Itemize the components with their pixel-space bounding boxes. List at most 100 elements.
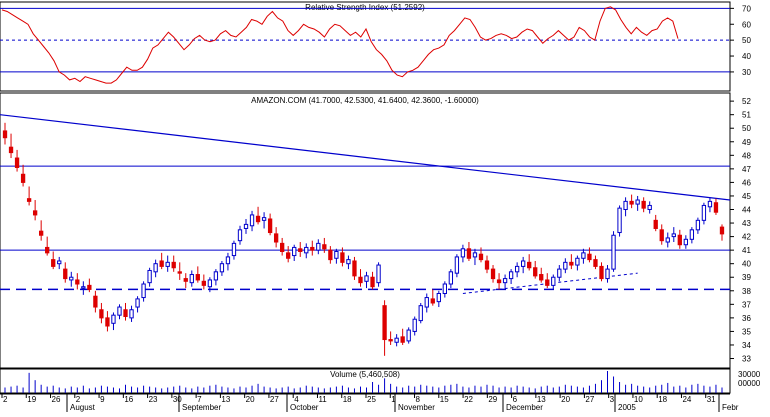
candle-body <box>292 246 297 257</box>
candlestick <box>400 328 405 345</box>
candle-body <box>406 329 411 342</box>
x-day-tick-label: 18 <box>658 395 667 404</box>
candle-body <box>352 260 357 277</box>
x-day-tick-label: 1 <box>391 395 396 404</box>
candle-body <box>454 256 460 274</box>
rsi-y-tick-label: 50 <box>742 36 751 45</box>
candlestick <box>695 217 701 234</box>
x-day-tick-label: 26 <box>52 395 61 404</box>
candle-body <box>677 234 682 246</box>
x-month-label: August <box>70 403 96 412</box>
candlestick <box>563 258 568 274</box>
candlestick <box>599 262 604 282</box>
candlestick <box>328 246 333 264</box>
x-month-label: October <box>290 403 319 412</box>
candlestick <box>382 300 387 356</box>
candle-body <box>496 279 502 284</box>
candlestick <box>171 255 176 272</box>
candle-body <box>533 267 538 277</box>
candlestick <box>255 206 261 225</box>
candle-body <box>665 237 670 243</box>
rsi-panel-frame <box>0 1 731 92</box>
candlestick <box>508 269 514 285</box>
candle-body <box>201 280 206 286</box>
candle-body <box>141 283 146 299</box>
candlestick <box>183 273 188 289</box>
candlestick <box>611 231 616 272</box>
candle-body <box>539 274 544 281</box>
candlestick <box>2 122 8 145</box>
rsi-y-tick-label: 30 <box>742 68 751 77</box>
rsi-series-line <box>1 6 679 84</box>
candlestick <box>514 262 520 278</box>
candlestick <box>587 247 592 263</box>
candlestick <box>14 149 20 172</box>
price-y-tick-label: 36 <box>742 314 751 323</box>
candlestick <box>689 227 695 244</box>
x-day-tick-label: 2 <box>3 395 8 404</box>
candle-body <box>153 263 158 273</box>
candle-body <box>195 274 200 281</box>
candle-body <box>243 223 249 229</box>
candle-body <box>575 257 580 266</box>
x-axis: 2 19 26 2 9 16 23 30 7 13 20 27 4 11 18 25 1 8 15 22 29 6 13 20… <box>0 393 739 412</box>
candlestick <box>683 235 688 249</box>
x-day-tick-label: 10 <box>634 395 643 404</box>
volume-panel-frame <box>0 368 731 394</box>
candlestick <box>243 218 249 234</box>
candlestick <box>153 259 158 278</box>
candlestick <box>496 273 502 290</box>
x-day-tick-label: 25 <box>367 395 376 404</box>
candlestick <box>51 251 56 270</box>
x-day-tick-label: 9 <box>100 395 105 404</box>
price-y-tick-label: 38 <box>742 287 751 296</box>
candlestick <box>195 266 200 283</box>
candlestick <box>569 254 574 270</box>
candle-body <box>105 317 110 327</box>
candle-body <box>695 219 701 231</box>
candlestick <box>99 302 104 324</box>
candle-body <box>135 298 140 308</box>
price-y-tick-label: 34 <box>742 341 751 350</box>
candlestick <box>280 237 285 256</box>
candle-body <box>647 204 652 211</box>
x-month-label: September <box>182 403 221 412</box>
candle-body <box>310 246 315 251</box>
candle-body <box>93 295 98 308</box>
x-day-tick-label: 13 <box>221 395 230 404</box>
candlestick <box>671 227 676 243</box>
volume-title: Volume (5,460,508) <box>330 370 400 379</box>
candle-body <box>719 226 725 235</box>
candlestick <box>605 265 610 283</box>
candle-body <box>346 259 351 265</box>
x-day-tick-label: 6 <box>513 395 518 404</box>
candle-body <box>412 318 417 332</box>
candle-body <box>388 339 393 342</box>
candlestick <box>629 194 634 209</box>
candlestick <box>707 197 713 213</box>
volume-panel: Volume (5,460,508) 30000 00000 <box>0 368 761 394</box>
candlestick <box>557 265 562 282</box>
candle-body <box>213 271 219 281</box>
price-y-tick-label: 33 <box>742 355 751 364</box>
candlestick <box>460 244 466 263</box>
candlestick <box>117 304 122 320</box>
candlestick <box>316 239 321 255</box>
candle-body <box>508 271 514 280</box>
candle-body <box>563 261 568 270</box>
rsi-panel: Relative Strength Index (51.2592) 30 40 50… <box>0 1 751 92</box>
candlestick <box>358 269 363 287</box>
candlestick <box>575 255 580 271</box>
candle-body <box>147 269 152 284</box>
candlestick <box>581 248 586 264</box>
candlestick <box>26 186 32 206</box>
candlestick <box>352 256 357 280</box>
candlestick <box>322 237 327 253</box>
candlestick <box>424 293 429 313</box>
candlestick <box>237 225 243 245</box>
candlestick <box>370 271 375 290</box>
volume-tick-label-lower: 00000 <box>738 379 761 388</box>
candlestick <box>478 247 484 263</box>
candlestick <box>466 242 472 261</box>
candle-body <box>2 130 8 139</box>
